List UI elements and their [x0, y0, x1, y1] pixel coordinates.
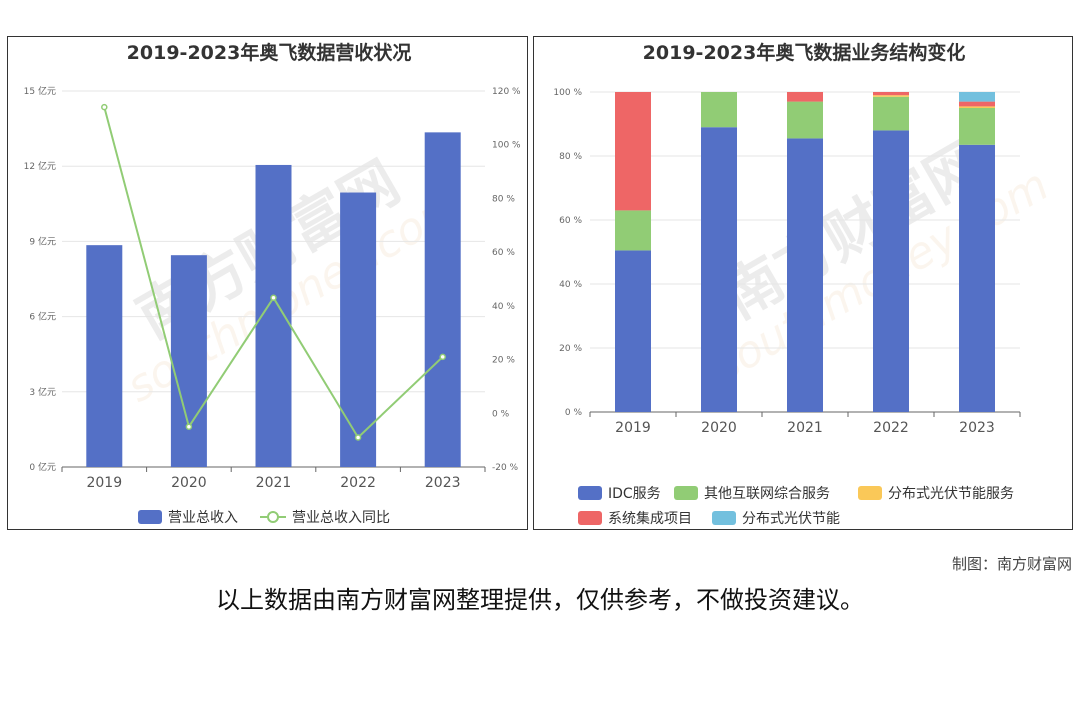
stacked-segment — [959, 144, 995, 413]
y-left-tick-label: 9 亿元 — [29, 235, 56, 247]
y-left-tick-label: 12 亿元 — [24, 160, 56, 172]
stacked-segment — [959, 108, 995, 145]
y-right-tick-label: 0 % — [492, 409, 510, 419]
legend-label-yoy: 营业总收入同比 — [292, 510, 390, 526]
revenue-bar — [86, 245, 123, 467]
stacked-segment — [701, 92, 737, 128]
revenue-bar — [424, 132, 461, 468]
x-tick-label: 2023 — [959, 420, 995, 436]
stacked-segment — [701, 127, 737, 412]
stacked-segment — [787, 138, 823, 412]
stacked-segment — [873, 95, 909, 97]
x-tick-label: 2021 — [256, 475, 292, 491]
stacked-segment — [787, 101, 823, 139]
legend-label: 分布式光伏节能服务 — [888, 486, 1014, 502]
business-structure-chart: 南方财富网southmoney.com2019-2023年奥飞数据业务结构变化0… — [553, 41, 1057, 527]
x-tick-label: 2020 — [171, 475, 207, 491]
structure-chart-panel: 南方财富网southmoney.com2019-2023年奥飞数据业务结构变化0… — [533, 36, 1073, 530]
legend-label: IDC服务 — [608, 486, 661, 502]
x-tick-label: 2019 — [86, 475, 122, 491]
x-tick-label: 2022 — [873, 420, 909, 436]
legend-swatch — [674, 486, 698, 500]
y-tick-label: 0 % — [565, 408, 583, 418]
stacked-segment — [959, 106, 995, 108]
legend-swatch — [578, 486, 602, 500]
revenue-bar — [340, 192, 377, 467]
legend-swatch — [858, 486, 882, 500]
chart-title: 2019-2023年奥飞数据营收状况 — [127, 41, 412, 64]
stacked-segment — [873, 92, 909, 96]
y-right-tick-label: 100 % — [492, 141, 521, 151]
y-left-tick-label: 15 亿元 — [24, 85, 56, 97]
x-tick-label: 2022 — [340, 475, 376, 491]
x-tick-label: 2021 — [787, 420, 823, 436]
y-tick-label: 20 % — [559, 344, 582, 354]
legend-label: 系统集成项目 — [608, 510, 692, 527]
stacked-segment — [873, 130, 909, 412]
y-right-tick-label: 120 % — [492, 87, 521, 97]
legend-swatch — [712, 511, 736, 525]
yoy-point — [101, 103, 108, 111]
legend-marker-yoy — [267, 511, 279, 523]
legend-label: 分布式光伏节能 — [742, 511, 840, 527]
stacked-segment — [615, 210, 651, 251]
yoy-point — [185, 423, 193, 430]
y-tick-label: 60 % — [559, 216, 582, 226]
yoy-point — [439, 353, 446, 361]
y-tick-label: 100 % — [553, 88, 582, 98]
stacked-segment — [787, 92, 823, 102]
yoy-point — [270, 294, 277, 302]
disclaimer-text: 以上数据由南方财富网整理提供，仅供参考，不做投资建议。 — [216, 586, 864, 614]
y-left-tick-label: 0 亿元 — [29, 461, 56, 473]
stacked-segment — [615, 92, 651, 211]
y-right-tick-label: 40 % — [492, 302, 515, 312]
y-tick-label: 80 % — [559, 152, 582, 162]
stacked-segment — [615, 250, 651, 412]
y-right-tick-label: 60 % — [492, 248, 515, 258]
legend-swatch — [578, 511, 602, 525]
y-left-tick-label: 3 亿元 — [29, 386, 56, 398]
stacked-segment — [959, 101, 995, 107]
y-right-tick-label: 80 % — [492, 194, 515, 204]
x-tick-label: 2020 — [701, 420, 737, 436]
stacked-segment — [959, 92, 995, 102]
y-right-tick-label: -20 % — [492, 463, 519, 473]
yoy-point — [354, 434, 362, 441]
legend-label: 其他互联网综合服务 — [704, 486, 830, 502]
stacked-segment — [873, 96, 909, 131]
y-right-tick-label: 20 % — [492, 356, 515, 366]
x-tick-label: 2019 — [615, 420, 651, 436]
y-left-tick-label: 6 亿元 — [29, 311, 56, 323]
chart-title: 2019-2023年奥飞数据业务结构变化 — [643, 41, 966, 64]
legend-swatch-revenue — [138, 510, 162, 524]
legend-label-revenue: 营业总收入 — [168, 510, 238, 526]
chart-credit: 制图：南方财富网 — [951, 555, 1072, 573]
y-tick-label: 40 % — [559, 280, 582, 290]
x-tick-label: 2023 — [425, 475, 461, 491]
revenue-bar — [170, 255, 207, 467]
